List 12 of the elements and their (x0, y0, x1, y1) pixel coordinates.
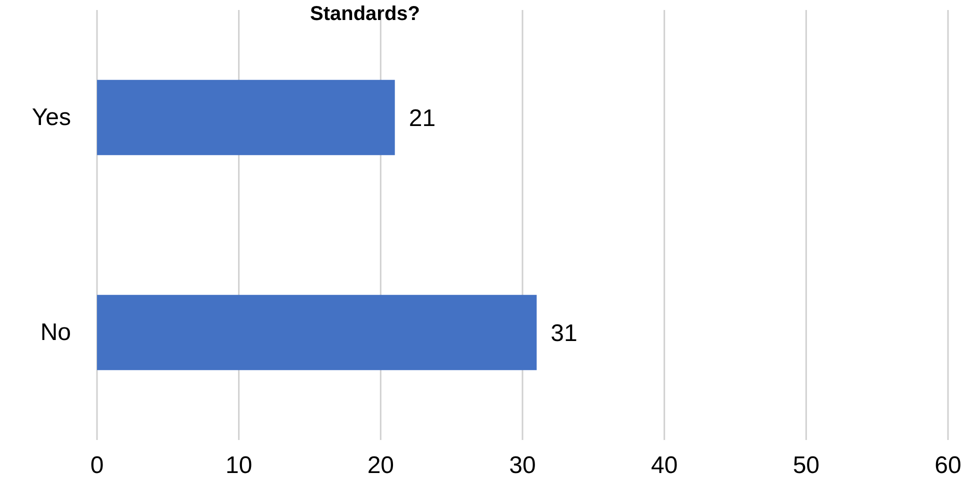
chart-title: Standards? (310, 3, 420, 25)
x-tick-label: 30 (509, 452, 536, 480)
x-tick-label: 0 (90, 452, 104, 480)
x-tick-label: 50 (792, 452, 820, 480)
data-label: 21 (408, 104, 436, 132)
y-tick-label: No (40, 319, 71, 346)
y-tick-label: Yes (32, 104, 71, 132)
data-label: 31 (550, 320, 578, 347)
x-tick-label: 40 (650, 452, 678, 480)
x-tick-label: 10 (225, 452, 252, 480)
x-tick-label: 60 (934, 452, 962, 480)
x-tick-label: 20 (367, 452, 394, 480)
